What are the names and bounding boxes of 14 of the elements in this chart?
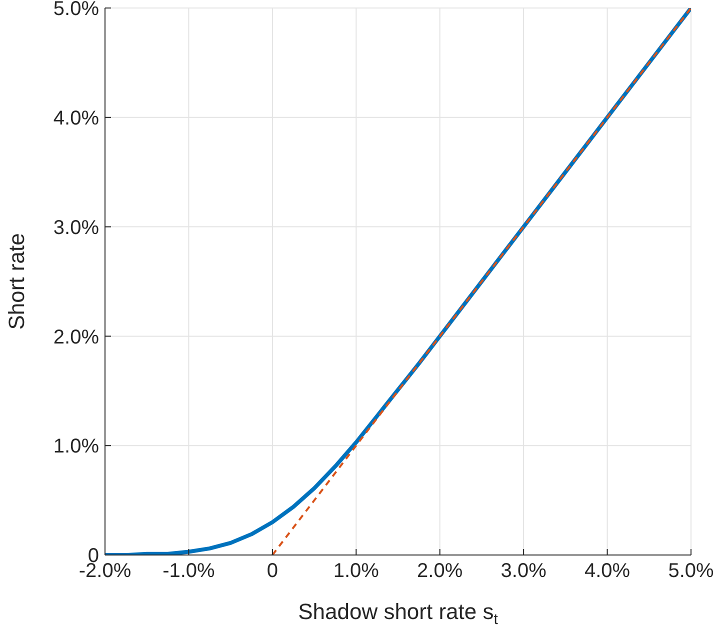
x-tick-label: 5.0% xyxy=(668,560,714,582)
y-tick-label: 2.0% xyxy=(53,326,100,348)
x-tick-label: 2.0% xyxy=(417,560,463,582)
y-tick-label: 5.0% xyxy=(53,0,100,20)
x-axis-title: Shadow short rate s$_{t}$ xyxy=(298,599,499,628)
x-tick-label: 0 xyxy=(266,560,278,582)
x-tick-label: -1.0% xyxy=(162,560,216,582)
y-tick-label: 1.0% xyxy=(53,436,100,458)
x-tick-label: 4.0% xyxy=(584,560,630,582)
x-tick-label: 1.0% xyxy=(333,560,380,582)
y-tick-label: 4.0% xyxy=(53,108,100,130)
x-tick-label: 3.0% xyxy=(500,560,547,582)
y-tick-label: 3.0% xyxy=(53,216,100,239)
y-axis-title: Short rate xyxy=(4,233,29,330)
